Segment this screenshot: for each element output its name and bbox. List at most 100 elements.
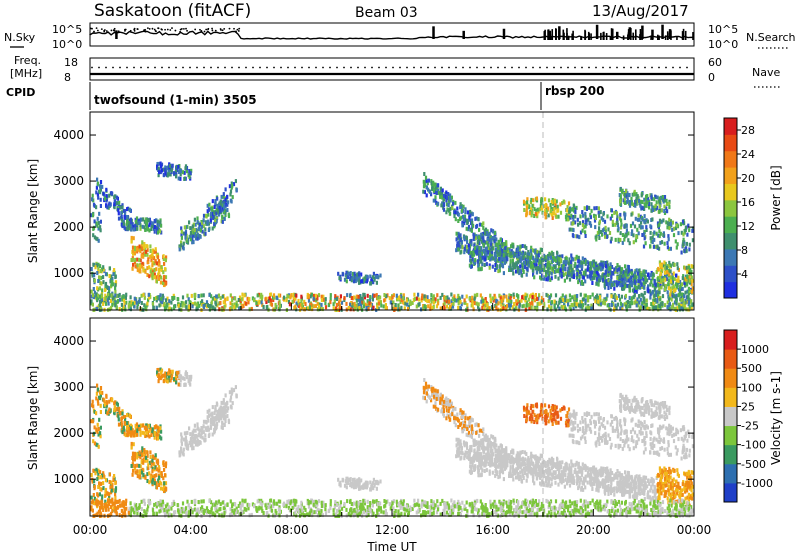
power-cell xyxy=(351,296,355,301)
nsky-left-tick-bottom: 10^0 xyxy=(52,38,82,51)
power-cell xyxy=(104,272,108,277)
power-cell xyxy=(111,279,114,284)
power-cell xyxy=(624,284,627,289)
nave-dot xyxy=(133,66,135,69)
power-cell xyxy=(112,300,115,305)
power-cell xyxy=(234,296,237,301)
nsky-spike xyxy=(692,32,694,40)
velocity-cell xyxy=(104,492,107,497)
power-cell xyxy=(667,278,670,283)
power-cell xyxy=(608,231,612,235)
power-cell xyxy=(377,306,380,311)
power-cell xyxy=(144,228,147,232)
power-cell xyxy=(674,282,678,287)
power-cell xyxy=(574,220,577,225)
power-cell xyxy=(111,191,114,196)
power-cell xyxy=(482,255,485,260)
nsky-spike xyxy=(650,35,652,40)
nave-dot xyxy=(560,66,562,69)
power-cell xyxy=(624,282,627,287)
power-cell xyxy=(640,292,643,297)
power-cell xyxy=(582,275,585,280)
power-cell xyxy=(677,231,680,236)
velocity-cell xyxy=(136,455,139,460)
power-cell xyxy=(294,296,297,300)
power-cell xyxy=(526,267,529,272)
power-cell xyxy=(437,201,440,206)
power-cell xyxy=(473,301,476,306)
power-cell xyxy=(534,293,537,297)
power-cell xyxy=(561,293,564,298)
power-cell xyxy=(579,230,583,235)
power-cell xyxy=(163,275,166,280)
power-cell xyxy=(688,247,691,252)
velocity-cell xyxy=(138,463,141,468)
power-cell xyxy=(297,298,300,303)
power-cell xyxy=(643,197,646,202)
power-cell xyxy=(144,219,148,224)
power-cell xyxy=(185,300,188,305)
power-cell xyxy=(624,293,627,298)
power-cell xyxy=(504,306,507,311)
power-cell xyxy=(481,222,484,227)
freq-series xyxy=(90,66,694,76)
power-cell xyxy=(99,295,102,300)
power-cell xyxy=(590,306,593,311)
power-cell xyxy=(189,237,192,242)
power-cell xyxy=(230,181,233,186)
power-cell xyxy=(625,304,628,309)
nsearch-dot xyxy=(129,29,132,32)
power-cell xyxy=(180,169,183,173)
power-cell xyxy=(525,209,528,214)
power-cell xyxy=(235,188,238,192)
power-cell xyxy=(685,274,689,279)
velocity-cell xyxy=(91,419,95,424)
power-cell xyxy=(689,267,692,272)
power-cell xyxy=(148,254,151,259)
power-cell xyxy=(461,208,464,213)
power-cell xyxy=(423,172,426,176)
power-cell xyxy=(688,278,691,283)
power-cell xyxy=(320,294,323,299)
power-cell xyxy=(189,171,192,176)
colorbar-tick-label: 20 xyxy=(741,172,755,185)
power-cell xyxy=(473,234,476,239)
power-cell xyxy=(245,301,248,306)
power-cell xyxy=(193,228,196,233)
velocity-cell xyxy=(163,481,166,486)
power-cell xyxy=(585,218,588,223)
velocity-cell xyxy=(132,431,135,436)
velocity-cell xyxy=(164,473,167,478)
power-cell xyxy=(648,199,651,204)
velocity-cell xyxy=(98,492,101,497)
power-cell xyxy=(690,299,693,304)
power-cell xyxy=(630,279,633,284)
power-cell xyxy=(623,216,626,221)
power-cell xyxy=(667,234,670,239)
power-cell xyxy=(579,270,582,275)
nave-dot xyxy=(399,66,401,69)
power-cell xyxy=(663,276,666,280)
power-cell xyxy=(159,164,163,169)
power-cell xyxy=(214,307,217,312)
power-cell xyxy=(134,298,137,303)
nave-dot xyxy=(350,66,352,69)
nsearch-dot xyxy=(155,30,157,33)
power-cell xyxy=(379,273,382,278)
power-cell xyxy=(224,187,227,192)
nave-dot xyxy=(91,66,93,69)
power-cell xyxy=(518,302,521,307)
power-cell xyxy=(102,191,105,196)
power-cell xyxy=(118,297,122,302)
power-cell xyxy=(579,292,582,297)
nave-dot xyxy=(301,66,303,69)
power-cell xyxy=(210,211,213,216)
velocity-cell xyxy=(148,423,151,428)
power-cell xyxy=(544,255,547,260)
velocity-cell xyxy=(150,464,153,469)
power-cell xyxy=(149,244,152,249)
power-cell xyxy=(139,226,142,231)
power-cell xyxy=(146,247,149,252)
power-cell xyxy=(320,298,323,302)
power-cell xyxy=(265,300,268,304)
